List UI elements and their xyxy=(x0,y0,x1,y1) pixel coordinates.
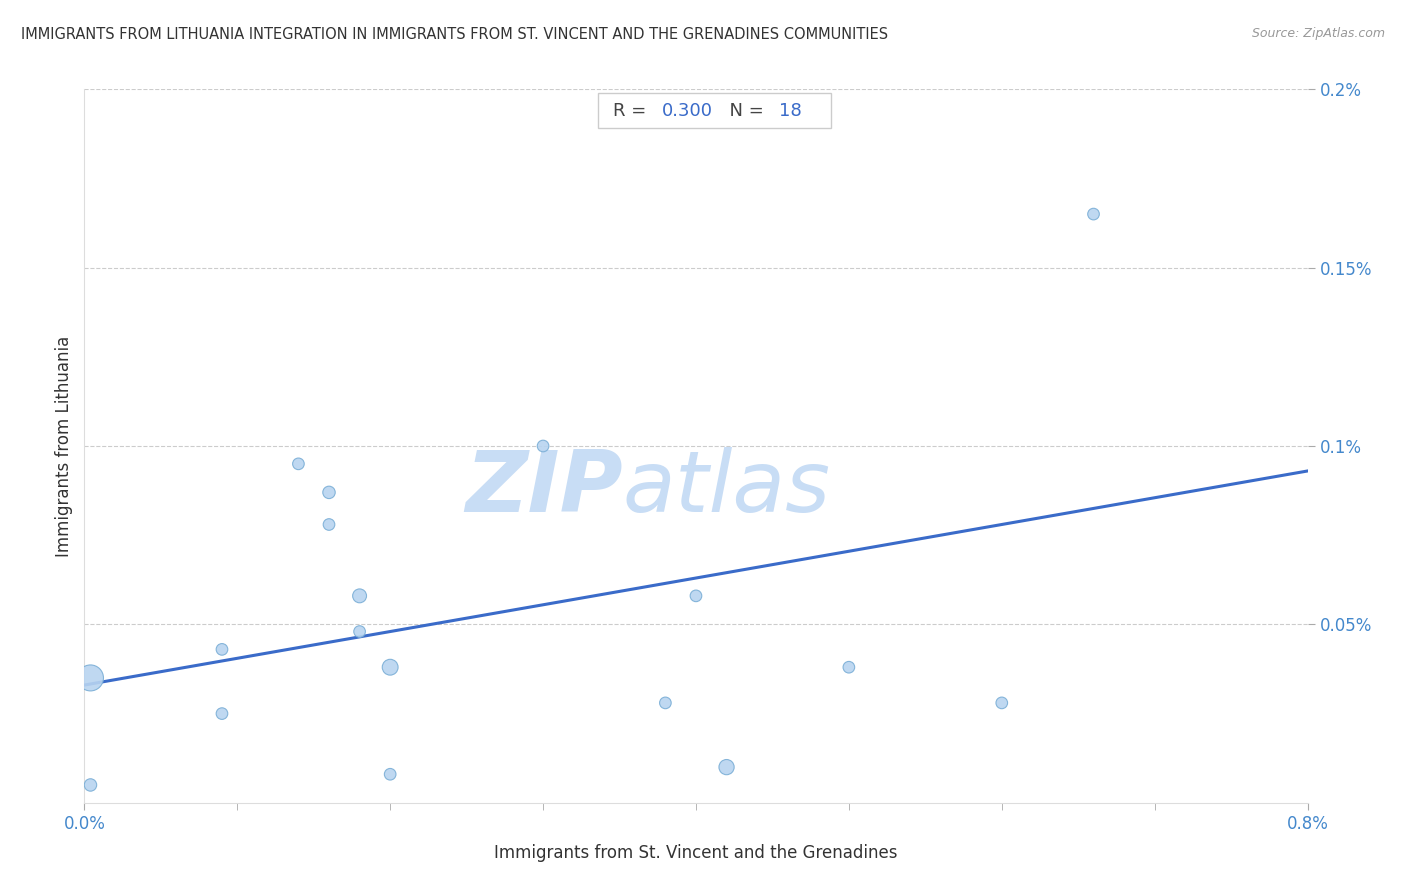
Point xyxy=(685,589,707,603)
Point xyxy=(380,767,402,781)
Point xyxy=(349,624,371,639)
Text: atlas: atlas xyxy=(623,447,831,531)
Text: IMMIGRANTS FROM LITHUANIA INTEGRATION IN IMMIGRANTS FROM ST. VINCENT AND THE GRE: IMMIGRANTS FROM LITHUANIA INTEGRATION IN… xyxy=(21,27,889,42)
Point xyxy=(287,457,309,471)
Point xyxy=(79,671,101,685)
Point xyxy=(991,696,1014,710)
Point xyxy=(211,642,233,657)
Point xyxy=(318,485,340,500)
Point xyxy=(1083,207,1105,221)
Point xyxy=(716,760,738,774)
Text: 0.300: 0.300 xyxy=(662,102,713,120)
Point xyxy=(318,517,340,532)
Y-axis label: Immigrants from Lithuania: Immigrants from Lithuania xyxy=(55,335,73,557)
Point xyxy=(349,589,371,603)
X-axis label: Immigrants from St. Vincent and the Grenadines: Immigrants from St. Vincent and the Gren… xyxy=(495,844,897,862)
Point xyxy=(380,660,402,674)
Point xyxy=(654,696,676,710)
Point xyxy=(531,439,554,453)
Text: N =: N = xyxy=(718,102,769,120)
Point xyxy=(838,660,860,674)
Text: R =: R = xyxy=(613,102,652,120)
FancyBboxPatch shape xyxy=(598,93,831,128)
Text: ZIP: ZIP xyxy=(465,447,623,531)
Point xyxy=(211,706,233,721)
Text: 18: 18 xyxy=(779,102,801,120)
Point xyxy=(79,778,101,792)
Text: Source: ZipAtlas.com: Source: ZipAtlas.com xyxy=(1251,27,1385,40)
